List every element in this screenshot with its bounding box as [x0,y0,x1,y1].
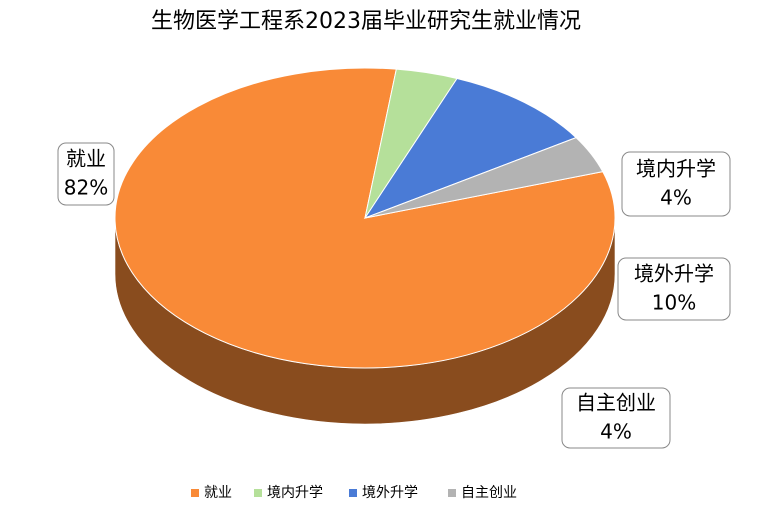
data-label-value: 4% [600,420,632,444]
legend-label: 境内升学 [267,485,323,501]
pie-slice [364,137,604,219]
data-label-category: 境外升学 [634,262,714,286]
data-label-category: 就业 [66,147,106,171]
data-label-box [617,257,731,321]
data-label-value: 82% [64,176,108,200]
data-label: 境外升学 10% [617,257,731,321]
chart-title: 生物医学工程系2023届毕业研究生就业情况 [151,9,581,34]
data-label: 境内升学 4% [621,151,731,217]
data-label-box [561,387,671,449]
legend-swatch [349,489,357,497]
legend-swatch [191,489,199,497]
pie-slice [363,77,578,220]
data-label: 自主创业 4% [561,387,671,449]
legend-label: 就业 [204,485,232,501]
data-label: 就业 82% [57,142,115,206]
data-label-box [621,151,731,217]
legend-label: 自主创业 [461,485,517,501]
data-label-category: 自主创业 [576,391,656,415]
legend-swatch [254,489,262,497]
legend-label: 境外升学 [362,485,418,501]
data-label-category: 境内升学 [636,157,716,181]
legend-swatch [448,489,456,497]
data-label-value: 10% [652,291,696,315]
data-label-value: 4% [660,186,692,210]
data-label-box [57,142,115,206]
